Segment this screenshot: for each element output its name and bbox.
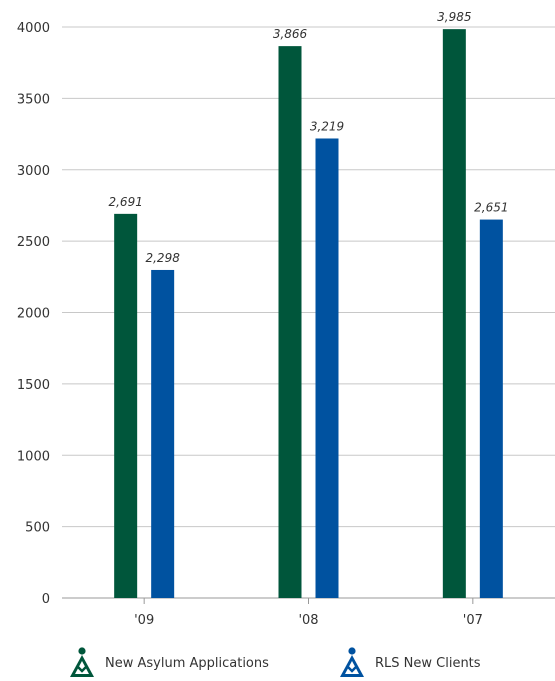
y-tick-label: 2000: [17, 307, 50, 322]
data-label: 3,985: [437, 10, 471, 24]
y-tick-label: 1500: [17, 378, 50, 393]
legend-label: RLS New Clients: [375, 655, 481, 671]
data-label: 3,866: [273, 27, 308, 41]
data-label: 2,298: [145, 251, 180, 265]
data-labels: 2,691 2,298 3,866 3,219 3,985 2,651: [108, 10, 508, 265]
y-tick-label: 2500: [17, 235, 50, 250]
bar-rls-new-clients: [315, 138, 339, 599]
y-tick-label: 4000: [17, 21, 50, 36]
person-triangle-icon: [70, 647, 94, 677]
bar-new-asylum-applications: [114, 213, 138, 599]
bars: [114, 29, 503, 599]
x-axis-tick-labels: '09 '08 '07: [134, 598, 483, 628]
y-tick-label: 3000: [17, 164, 50, 179]
person-triangle-icon: [340, 647, 364, 677]
bar-new-asylum-applications: [442, 29, 466, 599]
y-tick-label: 1000: [17, 449, 50, 464]
x-tick-label: '08: [298, 613, 318, 628]
legend-item-rls-new-clients: RLS New Clients: [338, 646, 481, 680]
bar-rls-new-clients: [151, 269, 175, 598]
data-label: 3,219: [310, 119, 344, 133]
bar-new-asylum-applications: [278, 46, 302, 599]
data-label: 2,691: [108, 195, 142, 209]
y-axis-tick-labels: 0 500 1000 1500 2000 2500 3000 3500 4000: [17, 21, 50, 607]
x-tick-label: '09: [134, 613, 154, 628]
legend: New Asylum Applications RLS New Clients: [0, 646, 555, 680]
legend-item-new-asylum-applications: New Asylum Applications: [68, 646, 269, 680]
legend-label: New Asylum Applications: [105, 655, 269, 671]
y-tick-label: 500: [25, 521, 50, 536]
data-label: 2,651: [474, 201, 508, 215]
y-tick-label: 3500: [17, 92, 50, 107]
x-tick-label: '07: [463, 613, 483, 628]
bar-rls-new-clients: [479, 219, 503, 598]
y-tick-label: 0: [42, 592, 50, 607]
